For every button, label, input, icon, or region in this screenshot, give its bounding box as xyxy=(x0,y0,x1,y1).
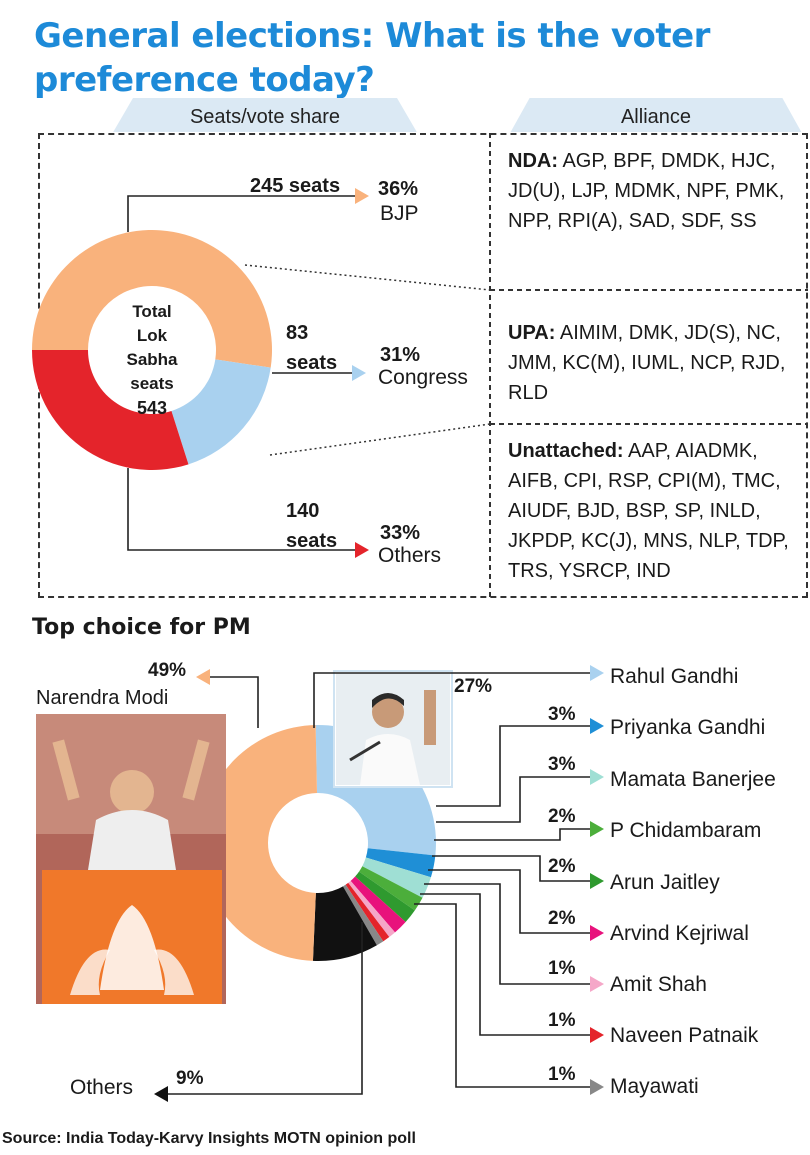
mayawati-pct: 1% xyxy=(548,1064,576,1085)
jaitley-pct: 2% xyxy=(548,856,576,877)
amitshah-label: Amit Shah xyxy=(610,973,707,996)
amitshah-leader xyxy=(424,883,590,985)
alliance-unattached-members: AAP, AIADMK, AIFB, CPI, RSP, CPI(M), TMC… xyxy=(508,440,789,582)
priyanka-segment xyxy=(365,848,436,878)
others-label: Others xyxy=(378,544,442,567)
rahul-leader xyxy=(313,672,590,728)
mamata-leader xyxy=(436,776,590,823)
priyanka-arrow xyxy=(590,718,604,734)
congress-seats-label: 83 seats xyxy=(286,322,338,374)
jaitley-segment xyxy=(355,871,415,923)
pm-leader-lines xyxy=(154,665,604,1102)
modi-label: Narendra Modi xyxy=(36,687,169,709)
kejriwal-pct: 2% xyxy=(548,908,576,929)
rahul-pct: 27% xyxy=(454,676,493,697)
others-connector xyxy=(127,468,355,551)
rahul-arrow xyxy=(590,665,604,681)
congress-segment xyxy=(171,359,271,465)
kejriwal-arrow xyxy=(590,925,604,941)
modi-leader xyxy=(210,676,259,728)
tab-alliance: Alliance xyxy=(510,98,802,132)
mayawati-segment xyxy=(342,884,384,946)
patnaik-pct: 1% xyxy=(548,1010,576,1031)
mamata-label: Mamata Banerjee xyxy=(610,768,776,791)
chidambaram-label: P Chidambaram xyxy=(610,819,762,842)
others-arrow xyxy=(355,542,369,558)
modi-pct: 49% xyxy=(148,660,187,681)
pm-section-title: Top choice for PM xyxy=(32,615,251,640)
modi-segment xyxy=(200,725,318,961)
rahul-label: Rahul Gandhi xyxy=(610,665,739,688)
alliance-upa-members: AIMIM, DMK, JD(S), NC, JMM, KC(M), IUML,… xyxy=(508,322,786,404)
pm-others-segment xyxy=(312,886,377,961)
others-segment xyxy=(32,350,189,470)
page-title: General elections: What is the voter pre… xyxy=(34,16,710,100)
alliance-upa-label: UPA: xyxy=(508,322,556,344)
congress-label: Congress xyxy=(378,366,468,389)
pm-others-pct: 9% xyxy=(176,1068,204,1089)
donut-center-line1: Total xyxy=(132,302,172,321)
pm-others-label: Others xyxy=(70,1076,134,1099)
others-seats-label: 140 seats xyxy=(286,500,338,552)
mayawati-label: Mayawati xyxy=(610,1075,699,1098)
bjp-vote-share: 36% xyxy=(378,178,419,200)
donut-center-line2: Lok Sabha xyxy=(126,326,178,369)
priyanka-leader xyxy=(436,725,590,807)
source-note: Source: India Today-Karvy Insights MOTN … xyxy=(2,1130,416,1147)
alliance-unattached: Unattached: AAP, AIADMK, AIFB, CPI, RSP,… xyxy=(508,436,803,586)
leader-dotted-2 xyxy=(269,423,491,456)
seats-donut xyxy=(32,230,272,470)
bjp-label: BJP xyxy=(380,202,419,225)
patnaik-label: Naveen Patnaik xyxy=(610,1024,759,1047)
alliance-unattached-label: Unattached: xyxy=(508,440,624,462)
bjp-seats-label: 245 seats xyxy=(250,175,341,197)
chidambaram-pct: 2% xyxy=(548,806,576,827)
seats-connectors xyxy=(127,188,369,558)
congress-vote-share: 31% xyxy=(380,344,421,366)
pm-others-arrow xyxy=(154,1086,168,1102)
patnaik-leader xyxy=(420,893,590,1036)
jaitley-label: Arun Jaitley xyxy=(610,871,720,894)
alliance-nda-label: NDA: xyxy=(508,150,558,172)
alliance-nda: NDA: AGP, BPF, DMDK, HJC, JD(U), LJP, MD… xyxy=(508,146,803,236)
alliance-nda-members: AGP, BPF, DMDK, HJC, JD(U), LJP, MDMK, N… xyxy=(508,150,785,232)
patnaik-segment xyxy=(345,882,390,942)
congress-connector-arrow xyxy=(352,365,366,381)
pm-others-leader xyxy=(168,922,363,1095)
chidambaram-leader xyxy=(434,828,590,841)
kejriwal-label: Arvind Kejriwal xyxy=(610,922,749,945)
bjp-arrow xyxy=(355,188,369,204)
amitshah-pct: 1% xyxy=(548,958,576,979)
priyanka-label: Priyanka Gandhi xyxy=(610,716,766,739)
kejriwal-segment xyxy=(350,876,406,933)
rahul-photo xyxy=(333,670,453,788)
modi-photo xyxy=(36,714,226,1004)
jaitley-arrow xyxy=(590,873,604,889)
jaitley-leader xyxy=(432,855,590,882)
donut-center-line3: seats xyxy=(130,374,174,393)
mayawati-arrow xyxy=(590,1079,604,1095)
mamata-arrow xyxy=(590,769,604,785)
priyanka-pct: 3% xyxy=(548,704,576,725)
donut-center-line4: 543 xyxy=(136,398,168,418)
chidambaram-segment xyxy=(359,866,423,911)
others-vote-share: 33% xyxy=(380,522,421,544)
chidambaram-arrow xyxy=(590,821,604,837)
kejriwal-leader xyxy=(428,869,590,934)
pm-donut xyxy=(200,725,436,961)
leader-dotted-1 xyxy=(244,264,491,291)
bjp-connector xyxy=(127,195,355,232)
tab-seats-vote-share: Seats/vote share xyxy=(113,98,417,132)
mamata-pct: 3% xyxy=(548,754,576,775)
patnaik-arrow xyxy=(590,1027,604,1043)
amitshah-segment xyxy=(348,880,396,938)
modi-arrow xyxy=(196,669,210,685)
mamata-segment xyxy=(362,857,431,898)
alliance-upa: UPA: AIMIM, DMK, JD(S), NC, JMM, KC(M), … xyxy=(508,318,803,408)
mayawati-leader xyxy=(414,903,590,1088)
bjp-segment xyxy=(32,230,272,368)
amitshah-arrow xyxy=(590,976,604,992)
